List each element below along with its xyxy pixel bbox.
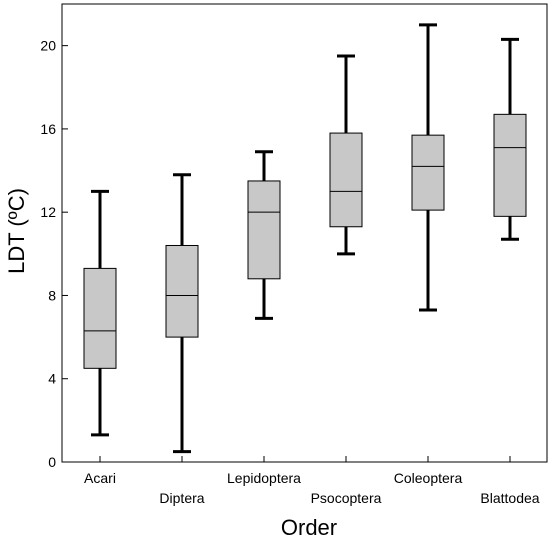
iqr-box — [411, 134, 445, 211]
x-category-label: Acari — [84, 470, 116, 486]
x-category-label: Lepidoptera — [227, 470, 301, 486]
iqr-box — [329, 132, 363, 228]
iqr-box — [83, 267, 117, 369]
box-blattodea — [493, 37, 527, 241]
y-tick-label: 4 — [48, 371, 56, 387]
x-category-label: Diptera — [159, 490, 204, 506]
y-tick-label: 0 — [48, 454, 56, 470]
x-axis-title: Order — [281, 515, 337, 540]
x-category-label: Psocoptera — [311, 490, 382, 506]
y-tick-label: 20 — [40, 38, 56, 54]
box-acari — [83, 189, 117, 437]
x-category-label: Blattodea — [480, 490, 539, 506]
y-tick-label: 16 — [40, 121, 56, 137]
iqr-box — [247, 180, 281, 280]
y-tick-label: 8 — [48, 287, 56, 303]
x-category-label: Coleoptera — [394, 470, 463, 486]
y-tick-label: 12 — [40, 204, 56, 220]
box-lepidoptera — [247, 150, 281, 320]
y-axis-title: LDT (ºC) — [4, 188, 29, 274]
box-diptera — [165, 173, 199, 454]
plot-frame — [61, 3, 548, 463]
iqr-box — [493, 113, 527, 217]
box-coleoptera — [411, 23, 445, 312]
iqr-box — [165, 244, 199, 338]
box-psocoptera — [329, 54, 363, 256]
